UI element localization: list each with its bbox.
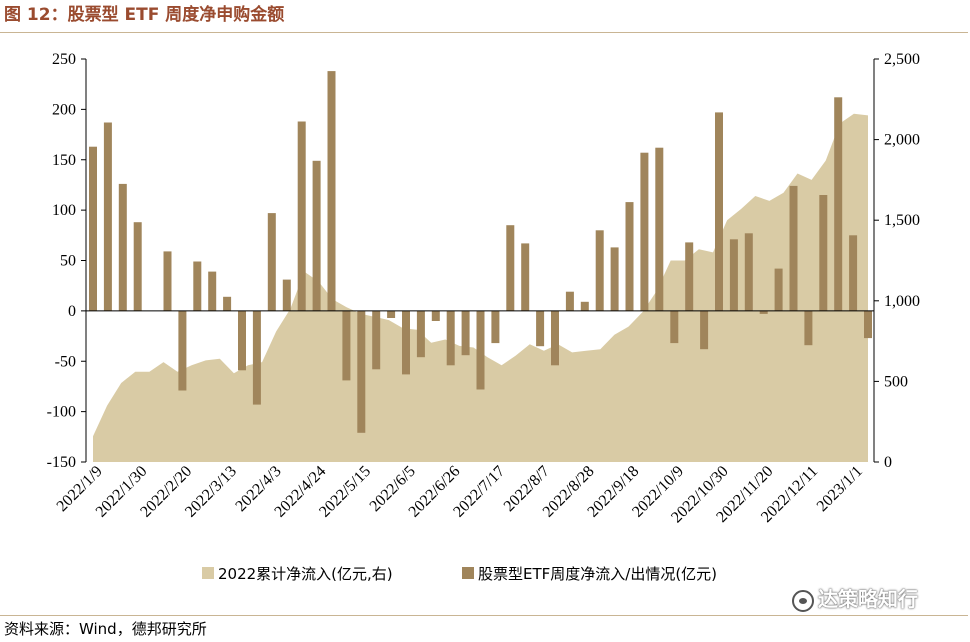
watermark: 达策略知行 xyxy=(792,584,918,614)
bar-weekly-flow xyxy=(163,251,172,311)
bar-weekly-flow xyxy=(849,235,858,311)
source-note: 资料来源：Wind，德邦研究所 xyxy=(4,620,207,638)
legend-label-area: 2022累计净流入(亿元,右) xyxy=(218,565,393,583)
bar-weekly-flow xyxy=(387,310,396,318)
bar-weekly-flow xyxy=(208,271,217,311)
bar-weekly-flow xyxy=(595,230,604,311)
right-tick-label: 2,000 xyxy=(884,132,920,149)
bar-weekly-flow xyxy=(446,310,455,366)
bar-weekly-flow xyxy=(864,310,872,339)
area-layer xyxy=(93,113,868,463)
bar-weekly-flow xyxy=(133,222,142,311)
bar-weekly-flow xyxy=(327,71,336,311)
bar-weekly-flow xyxy=(312,160,321,311)
bar-weekly-flow xyxy=(103,122,112,311)
left-tick-label: 100 xyxy=(52,202,76,219)
bar-weekly-flow xyxy=(357,310,366,433)
chart-frame xyxy=(0,32,968,616)
bar-weekly-flow xyxy=(238,310,246,371)
legend-swatch-bar xyxy=(462,567,474,579)
bar-weekly-flow xyxy=(744,233,753,311)
right-tick-label: 1,000 xyxy=(884,293,920,310)
left-tick-label: 0 xyxy=(68,303,76,320)
right-tick-label: 0 xyxy=(884,454,892,471)
right-tick-label: 2,500 xyxy=(884,51,920,68)
bar-weekly-flow xyxy=(521,243,530,311)
bar-weekly-flow xyxy=(372,310,381,370)
bar-weekly-flow xyxy=(759,310,768,314)
left-tick-label: 50 xyxy=(60,253,76,270)
bar-weekly-flow xyxy=(89,146,97,311)
bar-weekly-flow xyxy=(178,310,187,391)
bar-weekly-flow xyxy=(700,310,709,350)
left-tick-label: 150 xyxy=(52,152,76,169)
bar-layer xyxy=(89,71,872,433)
bar-weekly-flow xyxy=(118,183,127,311)
bar-weekly-flow xyxy=(640,152,649,311)
bar-weekly-flow xyxy=(715,112,723,311)
bar-weekly-flow xyxy=(551,310,559,366)
bar-weekly-flow xyxy=(267,213,276,311)
bar-weekly-flow xyxy=(625,202,634,311)
bar-weekly-flow xyxy=(223,296,232,311)
left-tick-label: -50 xyxy=(55,353,76,370)
chart-title: 图 12：股票型 ETF 周度净申购金额 xyxy=(4,5,285,25)
left-tick-label: 250 xyxy=(52,51,76,68)
bar-weekly-flow xyxy=(729,239,738,311)
bar-weekly-flow xyxy=(819,195,828,311)
bar-weekly-flow xyxy=(193,261,202,311)
bar-weekly-flow xyxy=(565,291,574,311)
bar-weekly-flow xyxy=(834,97,843,311)
bar-weekly-flow xyxy=(670,310,679,344)
bar-weekly-flow xyxy=(685,242,694,311)
bar-weekly-flow xyxy=(282,279,291,311)
bar-weekly-flow xyxy=(789,185,798,311)
wechat-icon xyxy=(792,589,814,612)
area-cumulative-inflow xyxy=(93,113,868,463)
bar-weekly-flow xyxy=(506,225,515,311)
bar-weekly-flow xyxy=(252,310,261,405)
right-tick-label: 500 xyxy=(884,373,908,390)
left-tick-label: -150 xyxy=(47,454,76,471)
bar-weekly-flow xyxy=(655,147,664,311)
bar-weekly-flow xyxy=(491,310,500,344)
bar-weekly-flow xyxy=(461,310,470,356)
bar-weekly-flow xyxy=(536,310,545,347)
left-tick-label: -100 xyxy=(47,404,76,421)
bar-weekly-flow xyxy=(476,310,485,390)
bar-weekly-flow xyxy=(342,310,351,381)
legend-swatch-area xyxy=(202,567,214,579)
bar-weekly-flow xyxy=(431,310,440,321)
right-tick-label: 1,500 xyxy=(884,212,920,229)
legend: 2022累计净流入(亿元,右) 股票型ETF周度净流入/出情况(亿元) xyxy=(202,565,717,583)
bar-weekly-flow xyxy=(804,310,813,346)
bar-weekly-flow xyxy=(774,268,783,311)
bar-weekly-flow xyxy=(580,301,589,311)
x-tick-label: 2023/1/1 xyxy=(814,463,866,515)
watermark-text: 达策略知行 xyxy=(818,587,918,611)
bar-weekly-flow xyxy=(297,121,306,311)
bar-weekly-flow xyxy=(416,310,425,358)
left-tick-label: 200 xyxy=(52,101,76,118)
bar-weekly-flow xyxy=(402,310,410,375)
bar-weekly-flow xyxy=(610,247,619,311)
legend-label-bar: 股票型ETF周度净流入/出情况(亿元) xyxy=(478,565,717,583)
